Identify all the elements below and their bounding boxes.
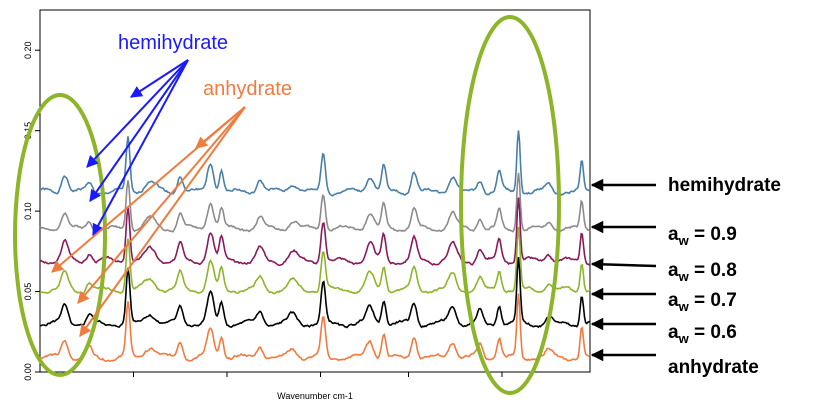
aw-prefix: a [668,322,679,343]
anhydrate-arrow [195,106,246,149]
label-anhydrate: anhydrate [668,357,759,378]
left-highlight-ellipse [13,93,107,377]
series-line [40,293,591,363]
hemihydrate-annotation: hemihydrate [118,32,228,54]
series-line [39,257,590,329]
series-line [39,172,591,233]
aw-value: = 0.7 [689,290,737,311]
y-tick-label: 0.20 [23,41,33,59]
label-aw-06: aw = 0.6 [668,322,737,346]
series-group [39,130,591,363]
right-arrows [590,178,657,362]
arrow-aw-08 [590,258,657,271]
aw-sub: w [678,299,690,314]
right-highlight-ellipse [459,15,561,395]
aw-prefix: a [668,224,679,245]
x-axis-label: Wavenumber cm-1 [277,391,353,401]
label-hemihydrate: hemihydrate [668,175,781,196]
aw-value: = 0.8 [689,260,737,281]
plot-frame [39,9,591,373]
aw-prefix: a [668,290,679,311]
y-tick-label: 0.05 [23,283,33,301]
anhydrate-annotation: anhydrate [203,78,292,100]
series-line [39,226,591,295]
series-line [39,130,591,197]
label-aw-09: aw = 0.9 [668,224,737,248]
hemihydrate-arrow [89,59,189,202]
hemihydrate-arrow [129,59,189,98]
aw-value: = 0.6 [689,322,737,343]
anhydrate-arrow [79,106,246,337]
aw-prefix: a [668,260,679,281]
anhydrate-arrows [51,106,246,337]
series-line [39,197,591,267]
hemihydrate-arrow [92,59,189,237]
y-tick-label: 0.10 [23,202,33,220]
x-axis [133,372,503,377]
anhydrate-arrow [77,106,246,304]
aw-value: = 0.9 [689,224,737,245]
hemihydrate-arrows [86,59,189,237]
aw-sub: w [678,331,690,346]
hemihydrate-arrow [86,59,189,168]
label-aw-08: aw = 0.8 [668,260,737,284]
aw-sub: w [678,233,690,248]
y-tick-label: 0.00 [23,363,33,381]
label-aw-07: aw = 0.7 [668,290,737,314]
aw-sub: w [678,269,690,284]
